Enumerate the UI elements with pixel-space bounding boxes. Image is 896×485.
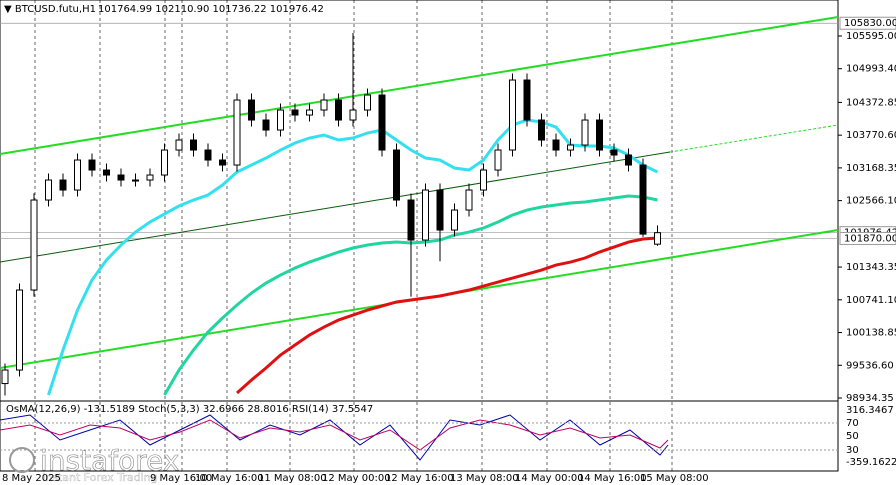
moving-average <box>235 236 658 395</box>
trend-line <box>0 16 839 155</box>
price-level-box <box>839 231 896 245</box>
candle-body <box>509 79 516 151</box>
candle-body <box>552 139 560 151</box>
candle-body <box>610 149 618 156</box>
candle-body <box>523 79 531 121</box>
candle-body <box>625 154 632 166</box>
candle-body <box>204 149 212 161</box>
candle-body <box>190 139 197 151</box>
candle-body <box>581 119 589 146</box>
candle-body <box>45 179 52 201</box>
rsi-line <box>0 419 669 451</box>
y-tick-label: 100741.10 <box>846 295 896 306</box>
candle-body <box>74 159 81 191</box>
candle-body <box>567 144 574 151</box>
x-tick-label: 14 May 00:00 <box>515 473 584 484</box>
candle-body <box>364 94 371 111</box>
price-level-box <box>839 16 896 30</box>
moving-average <box>47 118 659 396</box>
candle-body <box>16 289 23 371</box>
candle-body <box>596 119 603 151</box>
y-tick-label: 98934.35 <box>846 393 894 404</box>
candle-body <box>219 159 226 166</box>
candle-body <box>291 109 299 116</box>
candle-body <box>146 174 154 181</box>
header-values: 101764.99 102110.90 101736.22 101976.42 <box>98 4 324 15</box>
candle-body <box>393 149 400 201</box>
x-tick-label: 15 May 08:00 <box>640 473 709 484</box>
candle-body <box>422 189 429 241</box>
y-tick-label: 104993.40 <box>846 64 896 75</box>
price-level-label: 105830.00 <box>844 18 896 29</box>
candle-body <box>407 199 415 241</box>
candle-body <box>248 99 255 121</box>
x-tick-label: 11 May 08:00 <box>258 473 327 484</box>
y-tick-label: 101343.35 <box>846 262 896 273</box>
x-tick-label: 10 May 16:00 <box>195 473 264 484</box>
y-tick-label: 102566.10 <box>846 196 896 207</box>
candle-body <box>494 149 502 171</box>
candle-body <box>349 109 357 121</box>
indicator-axis-label: 316.3467 <box>846 405 894 416</box>
x-tick-label: 13 May 08:00 <box>450 473 519 484</box>
x-tick-label: 12 May 16:00 <box>385 473 454 484</box>
candle-body <box>335 99 342 121</box>
y-tick-label: 104372.85 <box>846 97 896 108</box>
candle-body <box>132 179 139 182</box>
candle-body <box>277 109 284 131</box>
candle-body <box>436 189 444 231</box>
indicator-axis-label: 30 <box>846 445 859 456</box>
candle-body <box>654 232 661 245</box>
candle-body <box>233 99 241 166</box>
x-tick-label: 12 May 00:00 <box>322 473 391 484</box>
y-tick-label: 99536.60 <box>846 360 894 371</box>
x-tick-label: 9 May 16:00 <box>150 473 212 484</box>
indicator-header: OsMA(12,26,9) -131.5189 Stoch(5,3,3) 32.… <box>6 404 373 415</box>
candle-body <box>262 119 270 131</box>
candle-body <box>103 169 110 176</box>
candle-body <box>378 94 386 151</box>
candle-body <box>451 209 458 231</box>
x-tick-label: 8 May 2025 <box>2 473 61 484</box>
watermark: instaforex <box>40 444 179 477</box>
y-tick-label: 103770.60 <box>846 130 896 141</box>
indicator-axis-label: -359.1622 <box>846 457 896 468</box>
y-tick-label: 100138.85 <box>846 328 896 339</box>
candle-body <box>175 139 183 151</box>
candle-body <box>306 109 313 116</box>
candle-body <box>538 119 545 141</box>
chart-title: ▼ BTCUSD.futu,H1 <box>4 4 96 15</box>
plot-frame <box>0 0 839 472</box>
candle-body <box>161 149 168 176</box>
candle-body <box>59 179 67 191</box>
candle-body <box>465 189 473 211</box>
indicator-axis-label: 70 <box>846 418 859 429</box>
price-level-label: 101870.00 <box>844 233 896 244</box>
candle-body <box>639 164 647 235</box>
y-tick-label: 105595.00 <box>846 31 896 42</box>
candle-body <box>88 159 96 171</box>
candle-body <box>320 99 328 111</box>
candle-body <box>30 199 38 291</box>
indicator-axis-label: 50 <box>846 431 859 442</box>
mid-line-extension <box>669 124 839 153</box>
candle-body <box>1 369 9 385</box>
y-tick-label: 103168.35 <box>846 163 896 174</box>
candle-body <box>480 169 487 191</box>
candle-body <box>117 174 125 181</box>
watermark-tagline: Instant Forex Trading <box>42 471 158 484</box>
mid-line <box>0 151 671 263</box>
x-tick-label: 14 May 16:00 <box>578 473 647 484</box>
watermark-logo <box>9 447 35 473</box>
